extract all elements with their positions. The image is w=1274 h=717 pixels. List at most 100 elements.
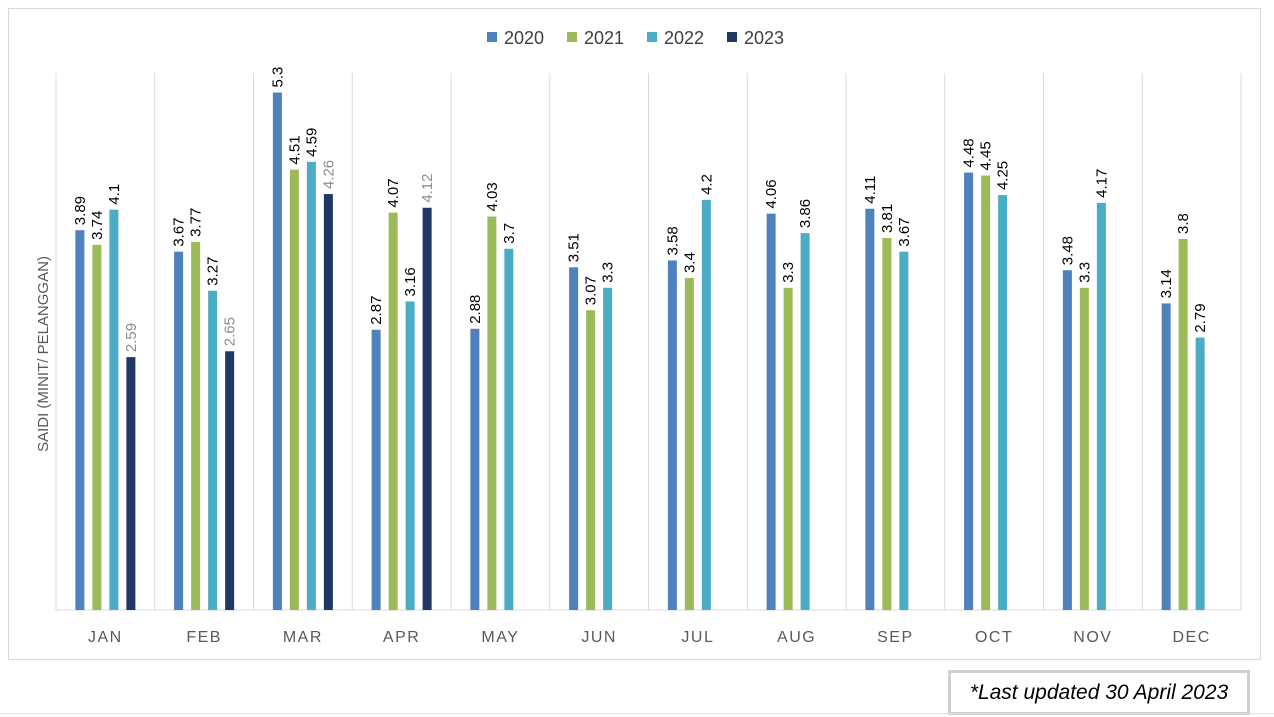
chart-frame: 3.89 3.74 4.1 2.59 JAN 3.67 3.77 3.27 2.65 FEB 5.3… [8,8,1261,660]
data-label-2021-mar: 4.51 [286,135,303,164]
data-label-2022-apr: 3.16 [402,267,419,296]
bottom-divider [0,713,1274,714]
data-label-2022-jan: 4.1 [106,184,123,205]
data-label-2023-jan: 2.59 [123,323,140,352]
legend-swatch-2023 [727,32,737,42]
data-label-2021-sep: 3.81 [879,204,896,233]
y-axis-label: SAIDI (MINIT/ PELANGGAN) [35,256,52,452]
data-label-2023-feb: 2.65 [222,317,239,346]
data-label-2020-jul: 3.58 [664,226,681,255]
data-label-2021-oct: 4.45 [978,141,995,170]
data-label-2020-oct: 4.48 [961,138,978,167]
bar-2022-aug [800,233,810,610]
x-tick-label-sep: SEP [877,629,914,646]
last-updated-text: *Last updated 30 April 2023 [969,680,1229,704]
bar-2020-feb [174,251,184,610]
bar-2020-nov [1062,270,1072,610]
bar-2021-apr [388,212,398,610]
data-label-2022-jun: 3.3 [600,262,617,283]
data-label-2022-feb: 3.27 [205,257,222,286]
data-label-2021-may: 4.03 [484,182,501,211]
bar-2022-jul [701,199,711,610]
bar-2021-jan [92,244,102,610]
data-label-2021-nov: 3.3 [1076,262,1093,283]
bar-2023-mar [323,194,333,610]
bar-2021-jul [684,278,694,610]
bar-2020-oct [964,172,974,610]
bar-2021-feb [191,241,201,611]
data-label-2022-mar: 4.59 [303,128,320,157]
data-label-2021-jul: 3.4 [681,252,698,273]
x-tick-label-aug: AUG [777,629,816,646]
data-label-2023-apr: 4.12 [419,174,436,203]
bar-2020-jan [75,230,85,610]
bar-2021-nov [1079,287,1089,610]
bar-2021-mar [289,169,299,610]
legend-swatch-2021 [567,32,577,42]
data-label-2020-apr: 2.87 [368,296,385,325]
bar-2021-may [487,216,497,610]
data-label-2021-jan: 3.74 [89,211,106,240]
data-label-2022-dec: 2.79 [1192,303,1209,332]
bar-2022-jun [603,287,613,610]
legend-label-2020: 2020 [504,28,544,48]
data-label-2020-dec: 3.14 [1158,269,1175,298]
data-label-2020-jun: 3.51 [566,233,583,262]
bar-2021-aug [783,287,793,610]
x-tick-label-jul: JUL [681,629,714,646]
data-label-2022-may: 3.7 [501,223,518,244]
data-label-2022-aug: 3.86 [797,199,814,228]
bar-2022-jan [109,209,119,610]
legend-swatch-2022 [647,32,657,42]
data-label-2021-aug: 3.3 [780,262,797,283]
data-label-2022-oct: 4.25 [995,161,1012,190]
data-label-2022-jul: 4.2 [698,174,715,195]
data-label-2020-jan: 3.89 [72,196,89,225]
x-tick-label-jan: JAN [88,629,123,646]
bar-2021-sep [882,238,892,611]
bar-2021-oct [981,175,991,610]
x-tick-label-apr: APR [383,629,420,646]
bar-2020-sep [865,208,875,610]
data-label-2021-dec: 3.8 [1175,213,1192,234]
bar-2023-apr [422,207,432,611]
bar-2021-dec [1178,238,1188,610]
legend-swatch-2020 [487,32,497,42]
bar-2022-nov [1096,202,1106,610]
x-tick-label-feb: FEB [186,629,222,646]
bar-2022-oct [998,195,1008,610]
bar-2020-aug [766,213,776,610]
bar-2023-feb [225,351,235,610]
bar-2020-dec [1161,303,1171,610]
bar-2022-apr [405,301,415,610]
x-tick-label-oct: OCT [975,629,1013,646]
data-label-2020-nov: 3.48 [1059,236,1076,265]
data-label-2020-aug: 4.06 [763,179,780,208]
legend-label-2021: 2021 [584,28,624,48]
x-tick-label-may: MAY [481,629,519,646]
data-label-2020-mar: 5.3 [269,67,286,88]
data-label-2021-apr: 4.07 [385,178,402,207]
bar-2022-may [504,248,514,610]
bar-2021-jun [586,310,596,610]
bar-2022-mar [306,161,316,610]
data-label-2020-sep: 4.11 [862,176,879,204]
legend-label-2022: 2022 [664,28,704,48]
bar-2020-apr [371,329,381,610]
x-tick-label-mar: MAR [283,629,323,646]
x-tick-label-nov: NOV [1073,629,1112,646]
legend-label-2023: 2023 [744,28,784,48]
bar-2020-jun [569,267,579,610]
x-tick-label-dec: DEC [1172,629,1210,646]
bar-2022-sep [899,251,909,610]
data-label-2022-nov: 4.17 [1093,169,1110,198]
bar-2020-mar [272,92,282,610]
x-tick-label-jun: JUN [581,629,617,646]
data-label-2020-feb: 3.67 [171,217,188,246]
data-label-2020-may: 2.88 [467,295,484,324]
bar-2022-feb [208,290,218,610]
bar-2020-may [470,328,480,610]
last-updated-note: *Last updated 30 April 2023 [948,670,1250,715]
bar-2023-jan [126,357,136,610]
